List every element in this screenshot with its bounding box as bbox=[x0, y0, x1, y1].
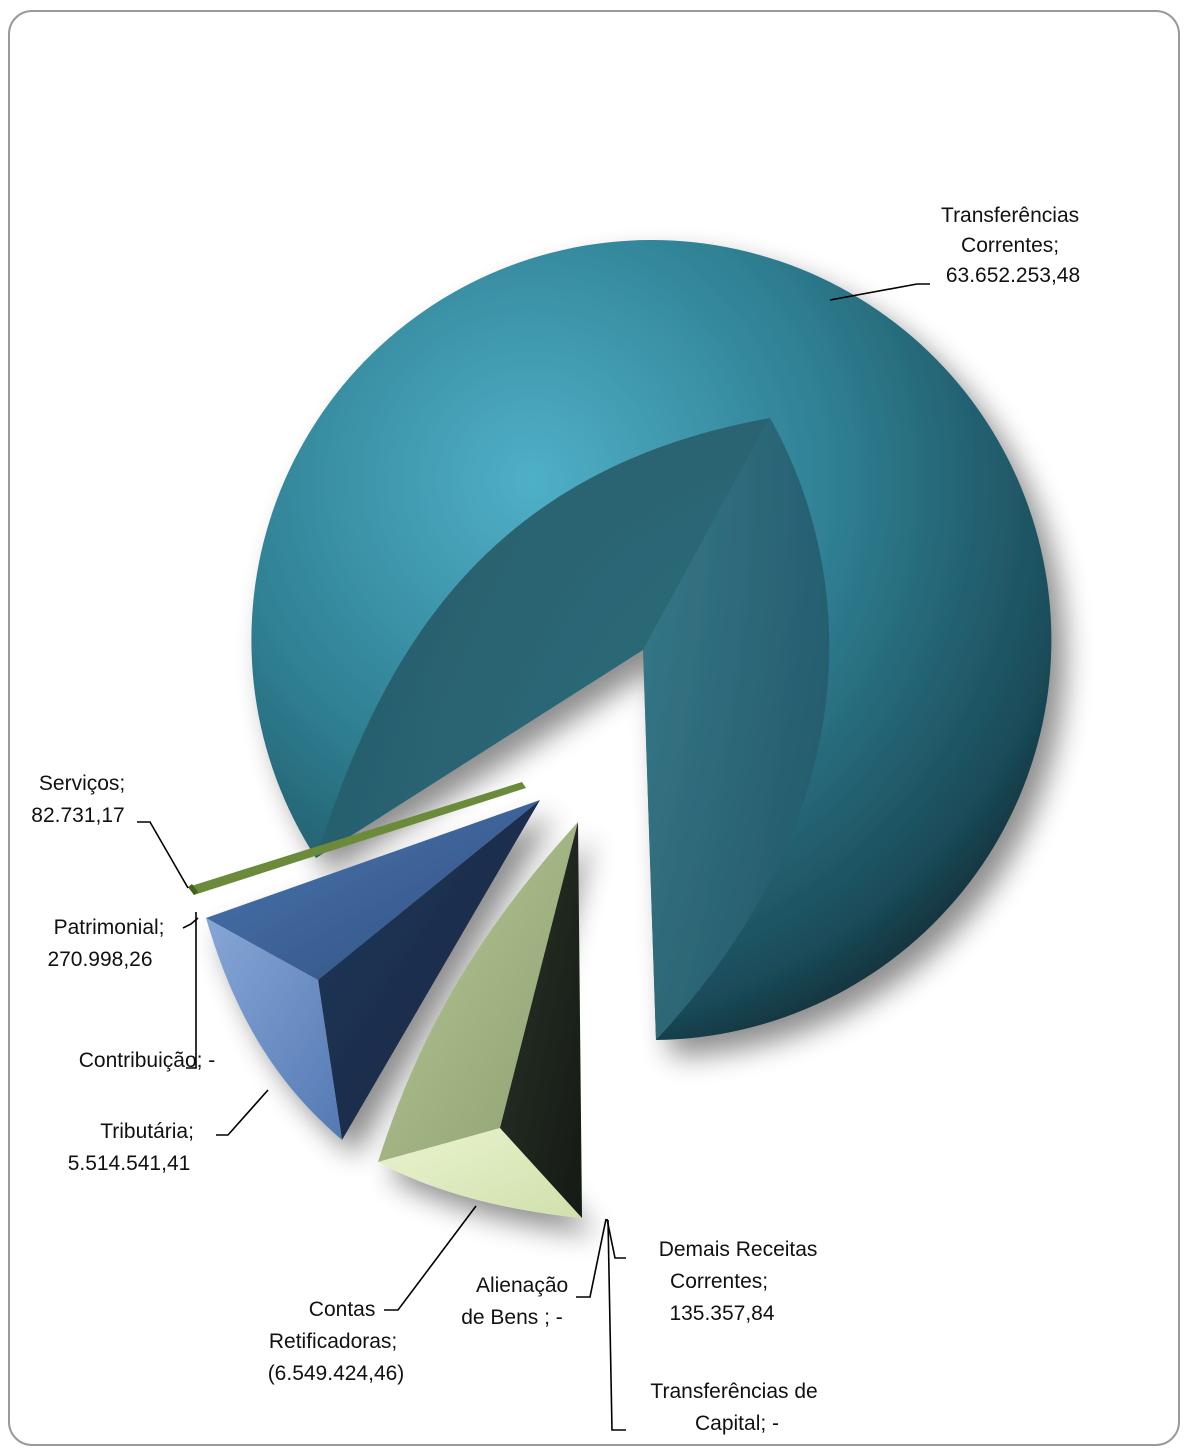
label-demais-receitas-line-2: Correntes; bbox=[670, 1270, 768, 1293]
label-transferencias-de-capital: Transferências de Capital; - bbox=[650, 1380, 823, 1435]
label-tributaria-line-1: Tributária; bbox=[100, 1120, 194, 1143]
leader-servicos bbox=[137, 821, 189, 889]
label-patrimonial: Patrimonial; 270.998,26 bbox=[47, 916, 170, 971]
label-transferencias-capital-line-2: Capital; - bbox=[695, 1412, 779, 1435]
slice-transferencias-correntes bbox=[251, 240, 1052, 1040]
data-labels: Transferências Correntes; 63.652.253,48 … bbox=[31, 204, 1085, 1435]
leader-demais-receitas bbox=[606, 1218, 626, 1259]
label-alienacao-de-bens: Alienação de Bens ; - bbox=[461, 1274, 574, 1329]
label-patrimonial-line-1: Patrimonial; bbox=[54, 916, 165, 939]
label-tributaria-line-2: 5.514.541,41 bbox=[68, 1152, 191, 1175]
label-patrimonial-line-2: 270.998,26 bbox=[47, 948, 152, 971]
leader-lines bbox=[137, 283, 930, 1431]
label-servicos-line-1: Serviços; bbox=[39, 772, 125, 795]
label-tributaria: Tributária; 5.514.541,41 bbox=[68, 1120, 200, 1175]
label-demais-receitas-correntes: Demais Receitas Correntes; 135.357,84 bbox=[659, 1238, 824, 1325]
label-contribuicao-line-1: Contribuição; - bbox=[79, 1049, 216, 1072]
leader-transferencias-capital bbox=[607, 1219, 626, 1431]
slice-transferencias-correntes-inner bbox=[316, 418, 770, 858]
label-demais-receitas-line-1: Demais Receitas bbox=[659, 1238, 818, 1261]
label-contas-retificadoras: Contas Retificadoras; (6.549.424,46) bbox=[268, 1298, 405, 1385]
slice-contas-retificadoras bbox=[378, 822, 582, 1218]
slice-servicos bbox=[188, 782, 526, 895]
label-contas-retificadoras-line-1: Contas bbox=[309, 1298, 376, 1321]
leader-alienacao bbox=[576, 1218, 607, 1298]
label-demais-receitas-line-3: 135.357,84 bbox=[669, 1302, 774, 1325]
label-transferencias-correntes-line-2: Correntes; bbox=[961, 234, 1059, 257]
label-alienacao-line-2: de Bens ; - bbox=[461, 1306, 563, 1329]
label-contas-retificadoras-line-3: (6.549.424,46) bbox=[268, 1362, 405, 1385]
label-contribuicao: Contribuição; - bbox=[79, 1049, 216, 1072]
leader-tributaria bbox=[216, 1089, 269, 1136]
leader-transferencias-correntes bbox=[829, 283, 930, 301]
slice-transferencias-correntes-side bbox=[643, 418, 830, 1040]
label-transferencias-correntes-line-3: 63.652.253,48 bbox=[946, 264, 1080, 287]
label-transferencias-capital-line-1: Transferências de bbox=[650, 1380, 817, 1403]
label-alienacao-line-1: Alienação bbox=[476, 1274, 568, 1297]
label-transferencias-correntes-line-1: Transferências bbox=[941, 204, 1079, 227]
label-transferencias-correntes: Transferências Correntes; 63.652.253,48 bbox=[941, 204, 1085, 287]
label-servicos-line-2: 82.731,17 bbox=[31, 804, 124, 827]
label-contas-retificadoras-line-2: Retificadoras; bbox=[269, 1330, 397, 1353]
leader-contas-retificadoras bbox=[384, 1205, 477, 1311]
leader-contribuicao bbox=[186, 912, 197, 1069]
slice-demais-receitas-correntes bbox=[500, 822, 582, 1218]
slice-tributaria bbox=[206, 800, 540, 1140]
label-servicos: Serviços; 82.731,17 bbox=[31, 772, 131, 827]
